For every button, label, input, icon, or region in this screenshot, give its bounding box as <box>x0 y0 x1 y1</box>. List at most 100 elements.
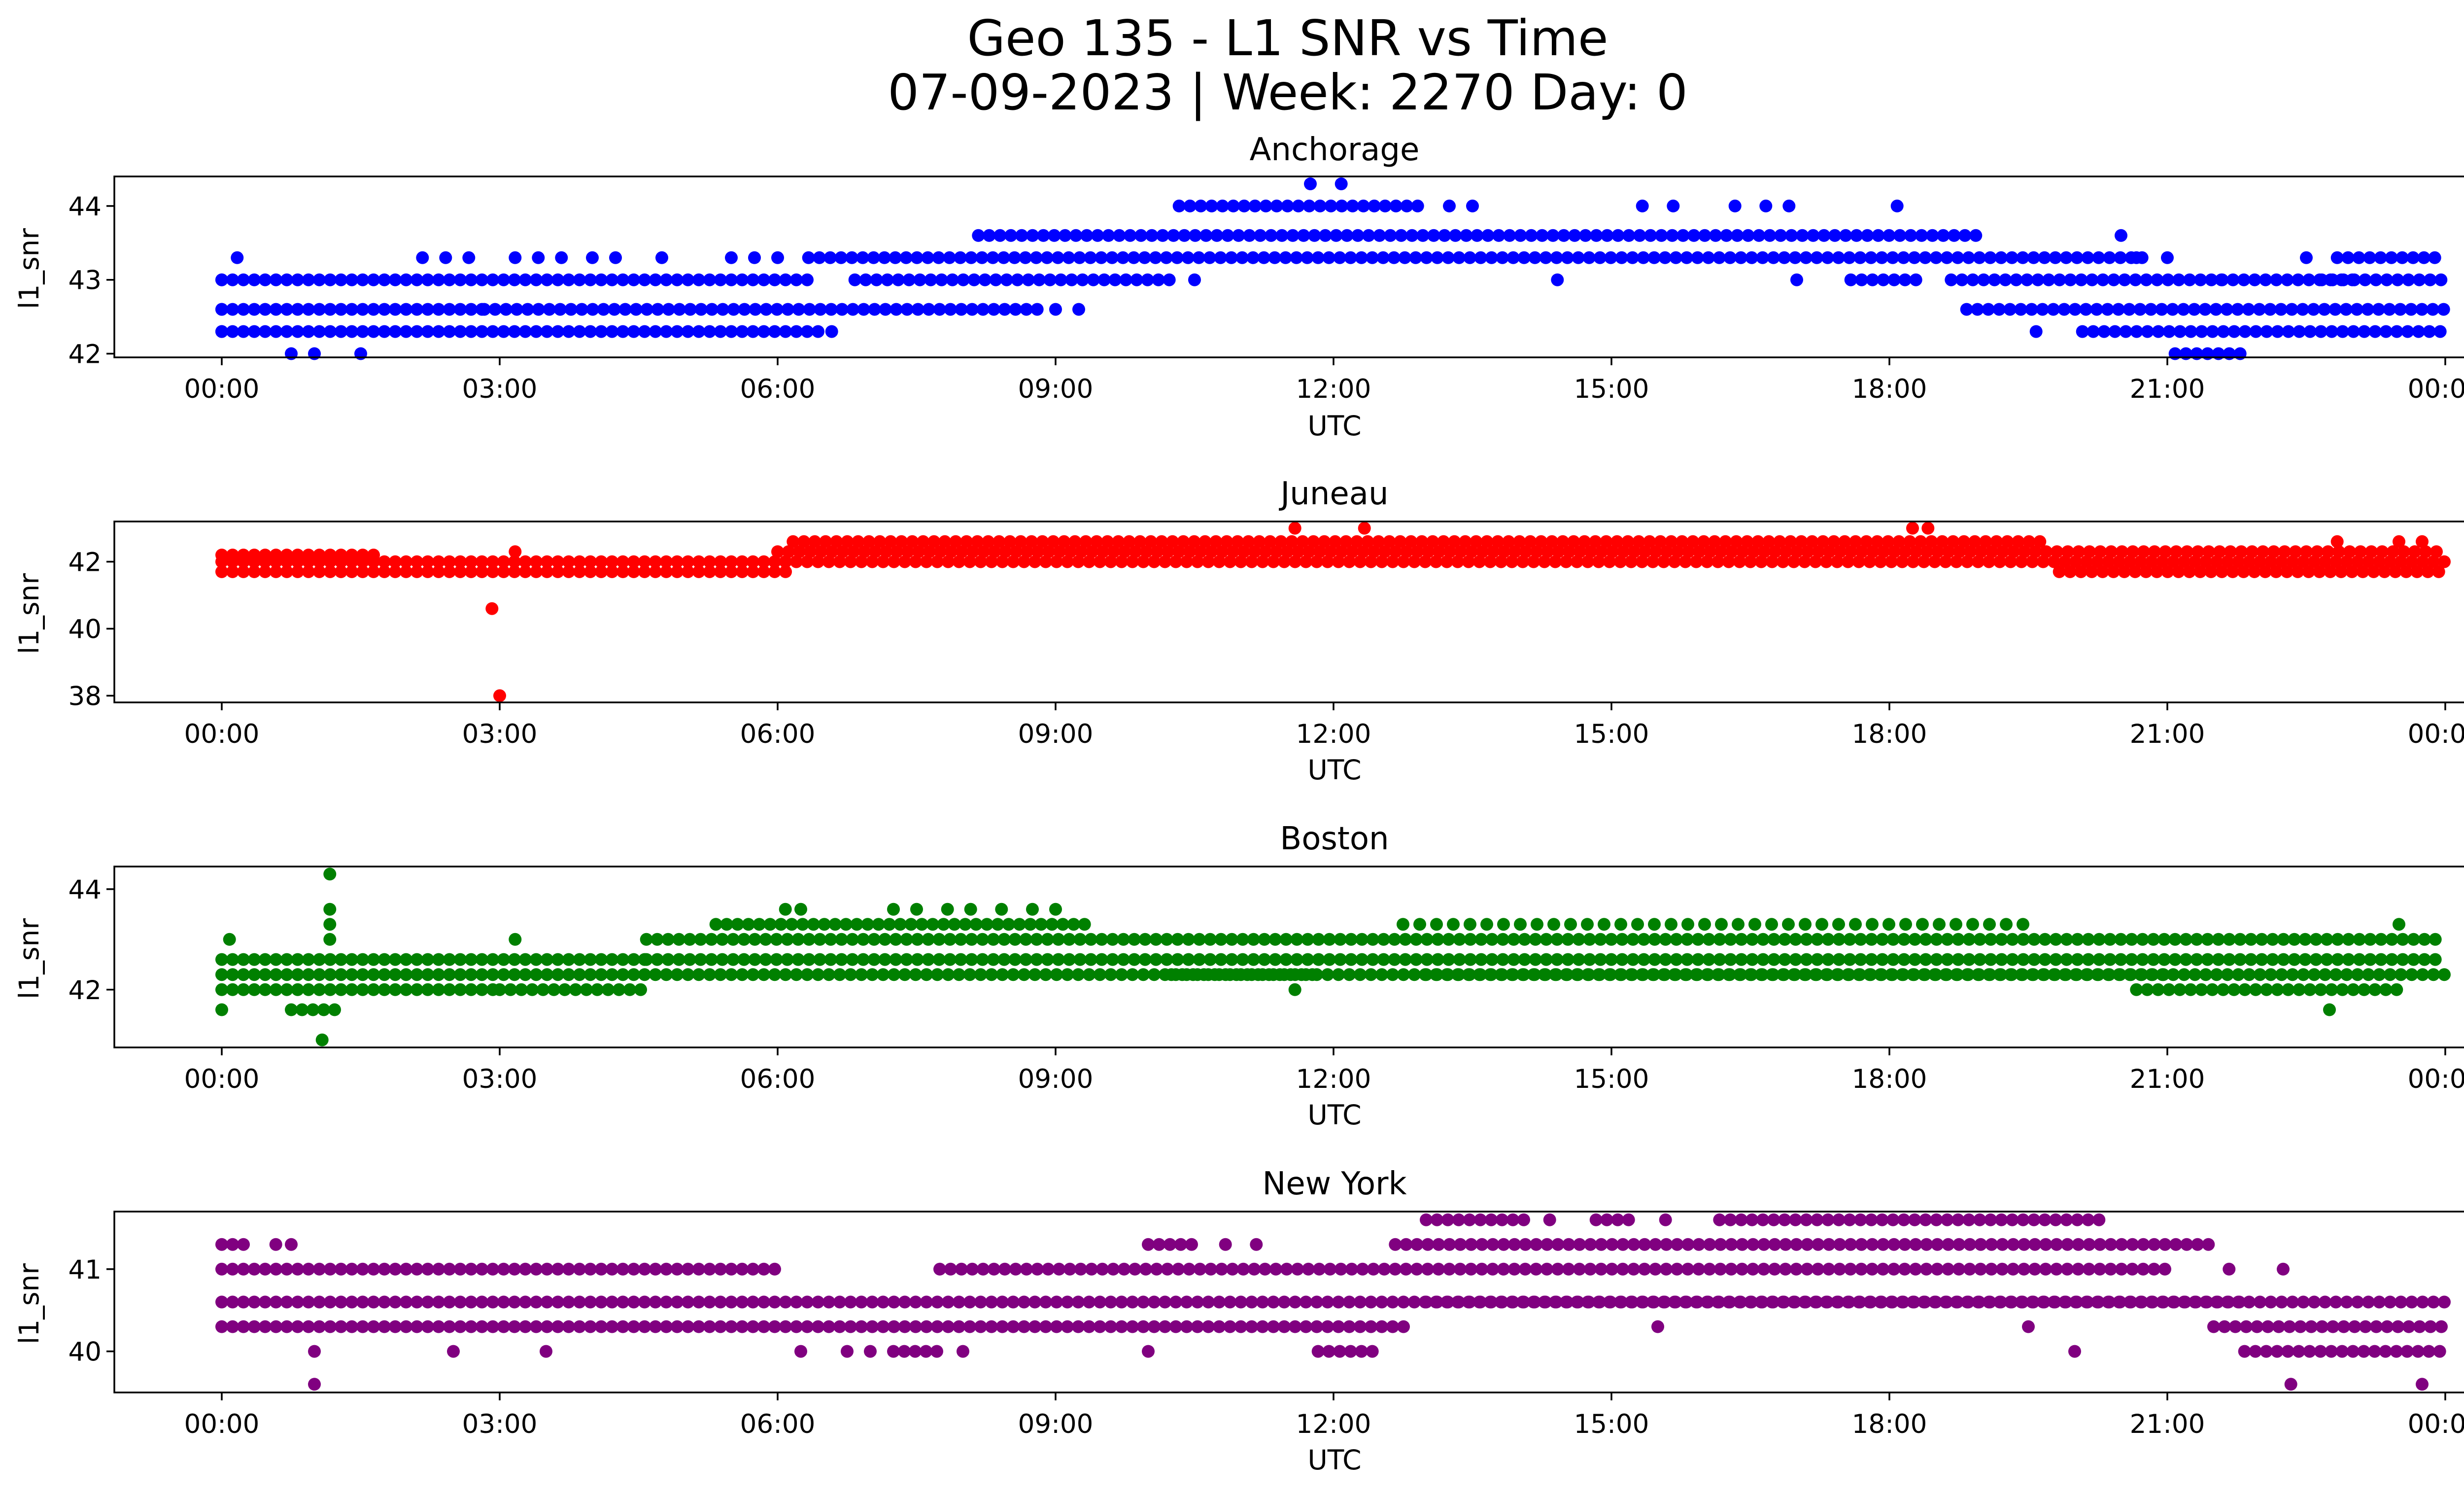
data-point <box>323 903 337 916</box>
data-point <box>2390 1345 2403 1358</box>
data-point <box>1256 555 1269 568</box>
data-point <box>378 1295 391 1309</box>
data-point <box>1877 273 1890 286</box>
data-point <box>1962 251 1975 264</box>
data-point <box>1118 545 1131 558</box>
data-point <box>638 1295 651 1309</box>
data-point <box>1166 535 1179 548</box>
data-point <box>1225 251 1238 264</box>
data-point <box>834 251 848 264</box>
data-point <box>2427 968 2440 981</box>
data-point <box>280 273 293 286</box>
data-point <box>2267 545 2280 558</box>
data-point <box>2114 933 2127 946</box>
data-point <box>2092 968 2105 981</box>
data-point <box>824 953 837 966</box>
data-point <box>237 273 250 286</box>
data-point <box>323 933 337 946</box>
data-point <box>1557 229 1571 242</box>
data-point <box>1625 555 1638 568</box>
data-point <box>270 1295 282 1309</box>
data-point <box>562 273 575 286</box>
data-point <box>2079 303 2092 316</box>
data-point <box>2135 1295 2148 1309</box>
data-point <box>1994 968 2007 981</box>
data-point <box>768 565 781 578</box>
data-point <box>2018 1238 2031 1251</box>
data-point <box>890 545 903 558</box>
data-point <box>694 933 707 946</box>
data-point <box>671 565 684 578</box>
data-point <box>454 273 467 286</box>
data-point <box>1343 968 1356 981</box>
data-point <box>1995 1213 2008 1226</box>
data-point <box>1939 555 1952 568</box>
data-point <box>1763 229 1777 242</box>
data-point <box>1974 1238 1987 1251</box>
data-point <box>2125 933 2138 946</box>
data-point <box>1886 953 1900 966</box>
data-point <box>1441 1295 1454 1309</box>
data-point <box>1332 968 1345 981</box>
data-point <box>2224 545 2237 558</box>
data-point <box>476 555 488 568</box>
data-point <box>965 933 978 946</box>
data-point <box>2415 303 2429 316</box>
data-point <box>1161 1262 1174 1276</box>
data-point <box>1265 229 1278 242</box>
data-point <box>1292 545 1304 558</box>
data-point <box>2071 933 2084 946</box>
data-point <box>1528 1295 1541 1309</box>
data-point <box>1388 953 1401 966</box>
data-point <box>2003 303 2017 316</box>
data-point <box>2351 555 2364 568</box>
data-point <box>1366 1345 1379 1358</box>
data-point <box>1172 545 1185 558</box>
data-point <box>1506 555 1518 568</box>
data-point <box>2126 1238 2139 1251</box>
data-point <box>1736 1238 1749 1251</box>
data-point <box>1448 535 1461 548</box>
data-point <box>1335 1262 1347 1276</box>
data-point <box>1513 535 1526 548</box>
data-point <box>1578 535 1591 548</box>
data-point <box>291 1295 304 1309</box>
data-point <box>2209 303 2223 316</box>
data-point <box>1216 199 1229 212</box>
data-point <box>259 565 272 578</box>
data-point <box>1248 545 1261 558</box>
data-point <box>1966 273 1980 286</box>
data-point <box>1258 953 1271 966</box>
data-point <box>1498 545 1510 558</box>
data-point <box>2017 933 2030 946</box>
data-point <box>2135 968 2148 981</box>
data-point <box>1318 535 1331 548</box>
data-point <box>627 273 640 286</box>
data-point <box>824 933 837 946</box>
data-point <box>2255 933 2268 946</box>
data-point <box>1258 933 1271 946</box>
data-point <box>1074 1262 1087 1276</box>
data-point <box>324 303 337 316</box>
data-point <box>954 953 967 966</box>
data-point <box>1372 535 1385 548</box>
data-point <box>1908 1295 1920 1309</box>
x-tick-label: 06:00 <box>740 1409 816 1439</box>
data-point <box>1164 1238 1176 1251</box>
data-point <box>1365 968 1377 981</box>
data-point <box>1452 1295 1465 1309</box>
data-point <box>1431 933 1444 946</box>
data-point <box>1405 229 1419 242</box>
data-point <box>833 968 846 981</box>
data-point <box>1095 953 1108 966</box>
data-point <box>692 565 705 578</box>
data-point <box>770 953 783 966</box>
data-point <box>465 273 478 286</box>
data-point <box>2232 555 2245 568</box>
data-point <box>2238 1345 2251 1358</box>
data-point <box>1159 1320 1171 1333</box>
data-point <box>2147 953 2160 966</box>
data-point <box>1637 968 1649 981</box>
data-point <box>1155 535 1168 548</box>
data-point <box>1042 1262 1055 1276</box>
